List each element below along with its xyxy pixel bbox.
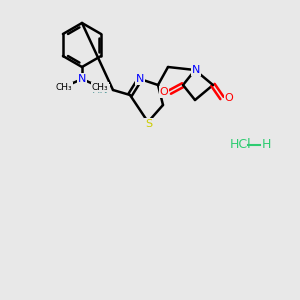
Text: O: O <box>160 87 168 97</box>
Text: HN: HN <box>92 85 109 95</box>
Text: N: N <box>136 74 144 84</box>
Text: O: O <box>225 93 233 103</box>
Text: H: H <box>262 139 272 152</box>
Text: CH₃: CH₃ <box>92 82 108 91</box>
Text: HCl: HCl <box>230 139 252 152</box>
Text: CH₃: CH₃ <box>56 82 72 91</box>
Text: N: N <box>192 65 200 75</box>
Text: N: N <box>78 74 86 84</box>
Text: S: S <box>146 119 153 129</box>
